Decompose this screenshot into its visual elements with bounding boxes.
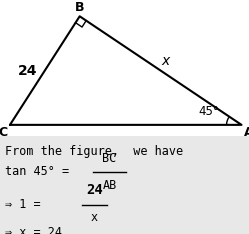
Text: 24: 24 [18, 64, 37, 78]
Text: ⇒ x = 24: ⇒ x = 24 [5, 226, 62, 234]
Text: AB: AB [102, 179, 117, 192]
Text: tan 45° =: tan 45° = [5, 165, 69, 179]
Text: A: A [244, 126, 249, 139]
Text: B: B [75, 1, 84, 14]
Text: ⇒ 1 =: ⇒ 1 = [5, 198, 41, 211]
Text: 24: 24 [86, 183, 103, 197]
Bar [0, 136, 249, 234]
Text: x: x [91, 211, 98, 224]
Text: From the figure,  we have: From the figure, we have [5, 145, 183, 158]
Text: x: x [161, 54, 170, 68]
Text: BC: BC [102, 152, 117, 165]
Text: C: C [0, 126, 7, 139]
Text: 45°: 45° [199, 106, 220, 118]
Bar [0, 0, 249, 136]
